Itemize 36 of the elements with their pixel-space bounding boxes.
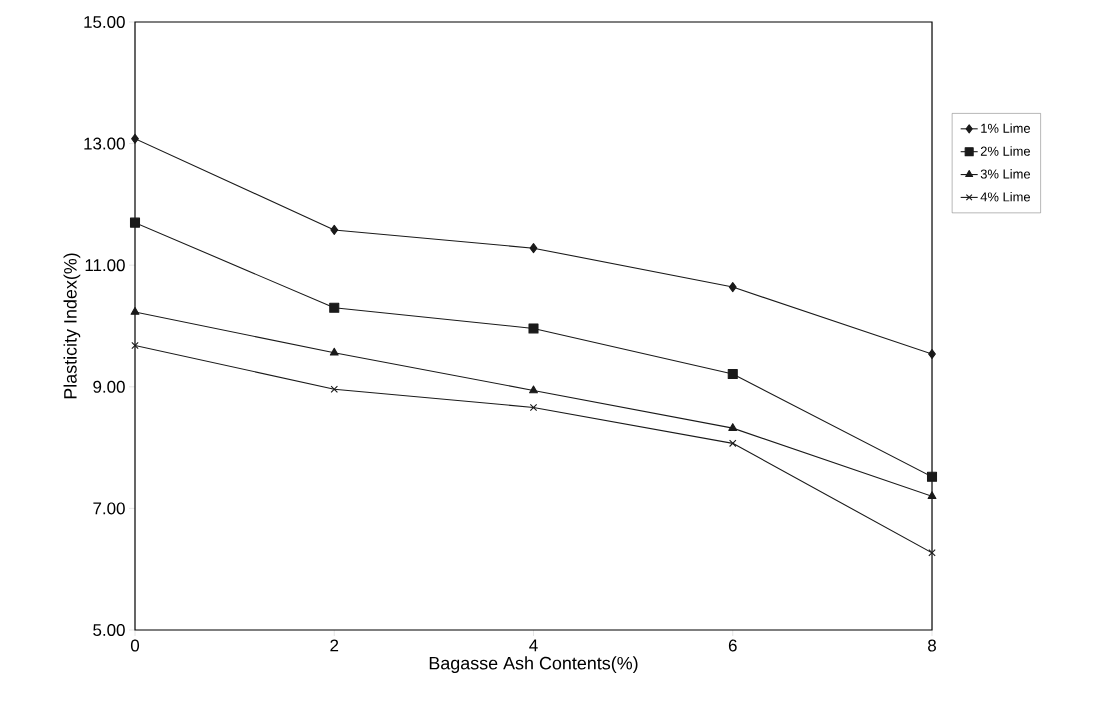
point <box>728 423 738 431</box>
point <box>131 133 139 144</box>
x-tick-label: 2 <box>330 639 339 652</box>
point <box>727 369 738 380</box>
point <box>926 471 938 482</box>
point <box>330 385 338 393</box>
point <box>928 549 936 557</box>
point <box>729 439 737 448</box>
x-tick-label: 0 <box>130 639 140 652</box>
legend-label: 2% Lime <box>980 146 1031 156</box>
y-tick-label: 5.00 <box>93 624 125 636</box>
legend-label: 1% Lime <box>981 123 1031 133</box>
point <box>329 302 340 313</box>
point <box>329 347 339 356</box>
y-axis-title: Plasticity Index(%) <box>63 253 81 399</box>
point <box>129 217 141 228</box>
y-tick-label: 15.00 <box>84 15 125 28</box>
point <box>330 224 339 235</box>
point <box>927 491 937 500</box>
y-tick-label: 7.00 <box>93 502 125 515</box>
x-tick-label: 6 <box>728 639 737 652</box>
point <box>728 282 737 293</box>
y-tick-label: 13.00 <box>84 137 125 150</box>
x-tick-label: 8 <box>928 639 936 652</box>
point <box>529 243 538 254</box>
y-tick-label: 11.00 <box>85 259 125 272</box>
y-tick-label: 9.00 <box>93 380 125 393</box>
point <box>130 306 140 315</box>
point <box>529 385 538 394</box>
point <box>928 348 936 359</box>
point <box>528 323 539 334</box>
legend-label: 4% Lime <box>980 191 1031 202</box>
point <box>131 341 139 350</box>
legend-label: 3% Lime <box>980 169 1031 179</box>
x-tick-label: 4 <box>529 639 538 652</box>
x-axis-title: Bagasse Ash Contents(%) <box>429 656 638 674</box>
